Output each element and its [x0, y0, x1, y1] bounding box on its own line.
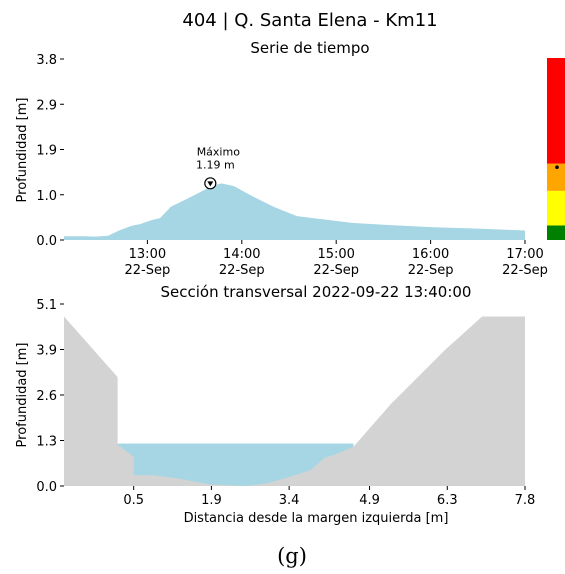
max-marker-triangle: [207, 181, 214, 187]
figure-caption: (g): [277, 544, 307, 568]
ytick-label: 0.0: [36, 480, 57, 495]
cross-section-xlabel: Distancia desde la margen izquierda [m]: [184, 511, 449, 526]
xtick-label: 7.8: [515, 493, 536, 508]
cross-section-yticks: 0.0 1.3 2.6 3.9 5.1: [36, 298, 64, 495]
ytick-label: 1.9: [36, 144, 57, 159]
xtick-label: 4.9: [359, 493, 380, 508]
cross-section-ylabel: Profundidad [m]: [15, 343, 30, 448]
cross-section-chart: Sección transversal 2022-09-22 13:40:00 …: [15, 283, 535, 526]
ytick-label: 3.8: [36, 53, 57, 68]
ytick-label: 1.3: [36, 435, 57, 450]
xtick-label: 1.9: [201, 493, 222, 508]
alert-level-marker: [555, 165, 559, 169]
cross-section-plot: [64, 316, 525, 486]
xtick-label: 0.5: [123, 493, 144, 508]
xtick-label: 6.3: [437, 493, 458, 508]
xtick-label: 14:00: [223, 247, 260, 262]
time-series-ylabel: Profundidad [m]: [15, 98, 30, 203]
time-series-xticks: 13:0022-Sep14:0022-Sep15:0022-Sep16:0022…: [125, 240, 548, 278]
alert-level-segment: [547, 58, 565, 164]
time-series-chart: Serie de tiempo Profundidad [m] 0.0 1.0 1.…: [15, 39, 565, 278]
time-series-title: Serie de tiempo: [250, 39, 369, 57]
xtick-label: 16:00: [412, 247, 449, 262]
alert-level-bar: [547, 58, 565, 240]
alert-level-segment: [547, 225, 565, 240]
xtick-label: 22-Sep: [408, 263, 454, 278]
xtick-label: 22-Sep: [313, 263, 359, 278]
xtick-label: 22-Sep: [125, 263, 171, 278]
max-annotation-label: Máximo: [197, 145, 241, 158]
ytick-label: 2.6: [36, 389, 57, 404]
xtick-label: 17:00: [506, 247, 543, 262]
cross-section-title: Sección transversal 2022-09-22 13:40:00: [161, 283, 472, 301]
time-series-yticks: 0.0 1.0 1.9 2.9 3.8: [36, 53, 64, 249]
ytick-label: 1.0: [36, 189, 57, 204]
ytick-label: 2.9: [36, 98, 57, 113]
ytick-label: 3.9: [36, 344, 57, 359]
ytick-label: 0.0: [36, 234, 57, 249]
max-annotation-value: 1.19 m: [196, 158, 235, 171]
xtick-label: 3.4: [279, 493, 300, 508]
cross-section-xticks: 0.5 1.9 3.4 4.9 6.3 7.8: [123, 486, 535, 508]
ytick-label: 5.1: [36, 298, 57, 313]
ground-area: [64, 316, 525, 486]
depth-area: [64, 183, 525, 240]
time-series-plot: [64, 183, 525, 240]
alert-level-segment: [547, 163, 565, 191]
page-title: 404 | Q. Santa Elena - Km11: [182, 10, 437, 31]
xtick-label: 13:00: [129, 247, 166, 262]
xtick-label: 15:00: [317, 247, 354, 262]
xtick-label: 22-Sep: [502, 263, 548, 278]
alert-level-segment: [547, 190, 565, 226]
xtick-label: 22-Sep: [219, 263, 265, 278]
